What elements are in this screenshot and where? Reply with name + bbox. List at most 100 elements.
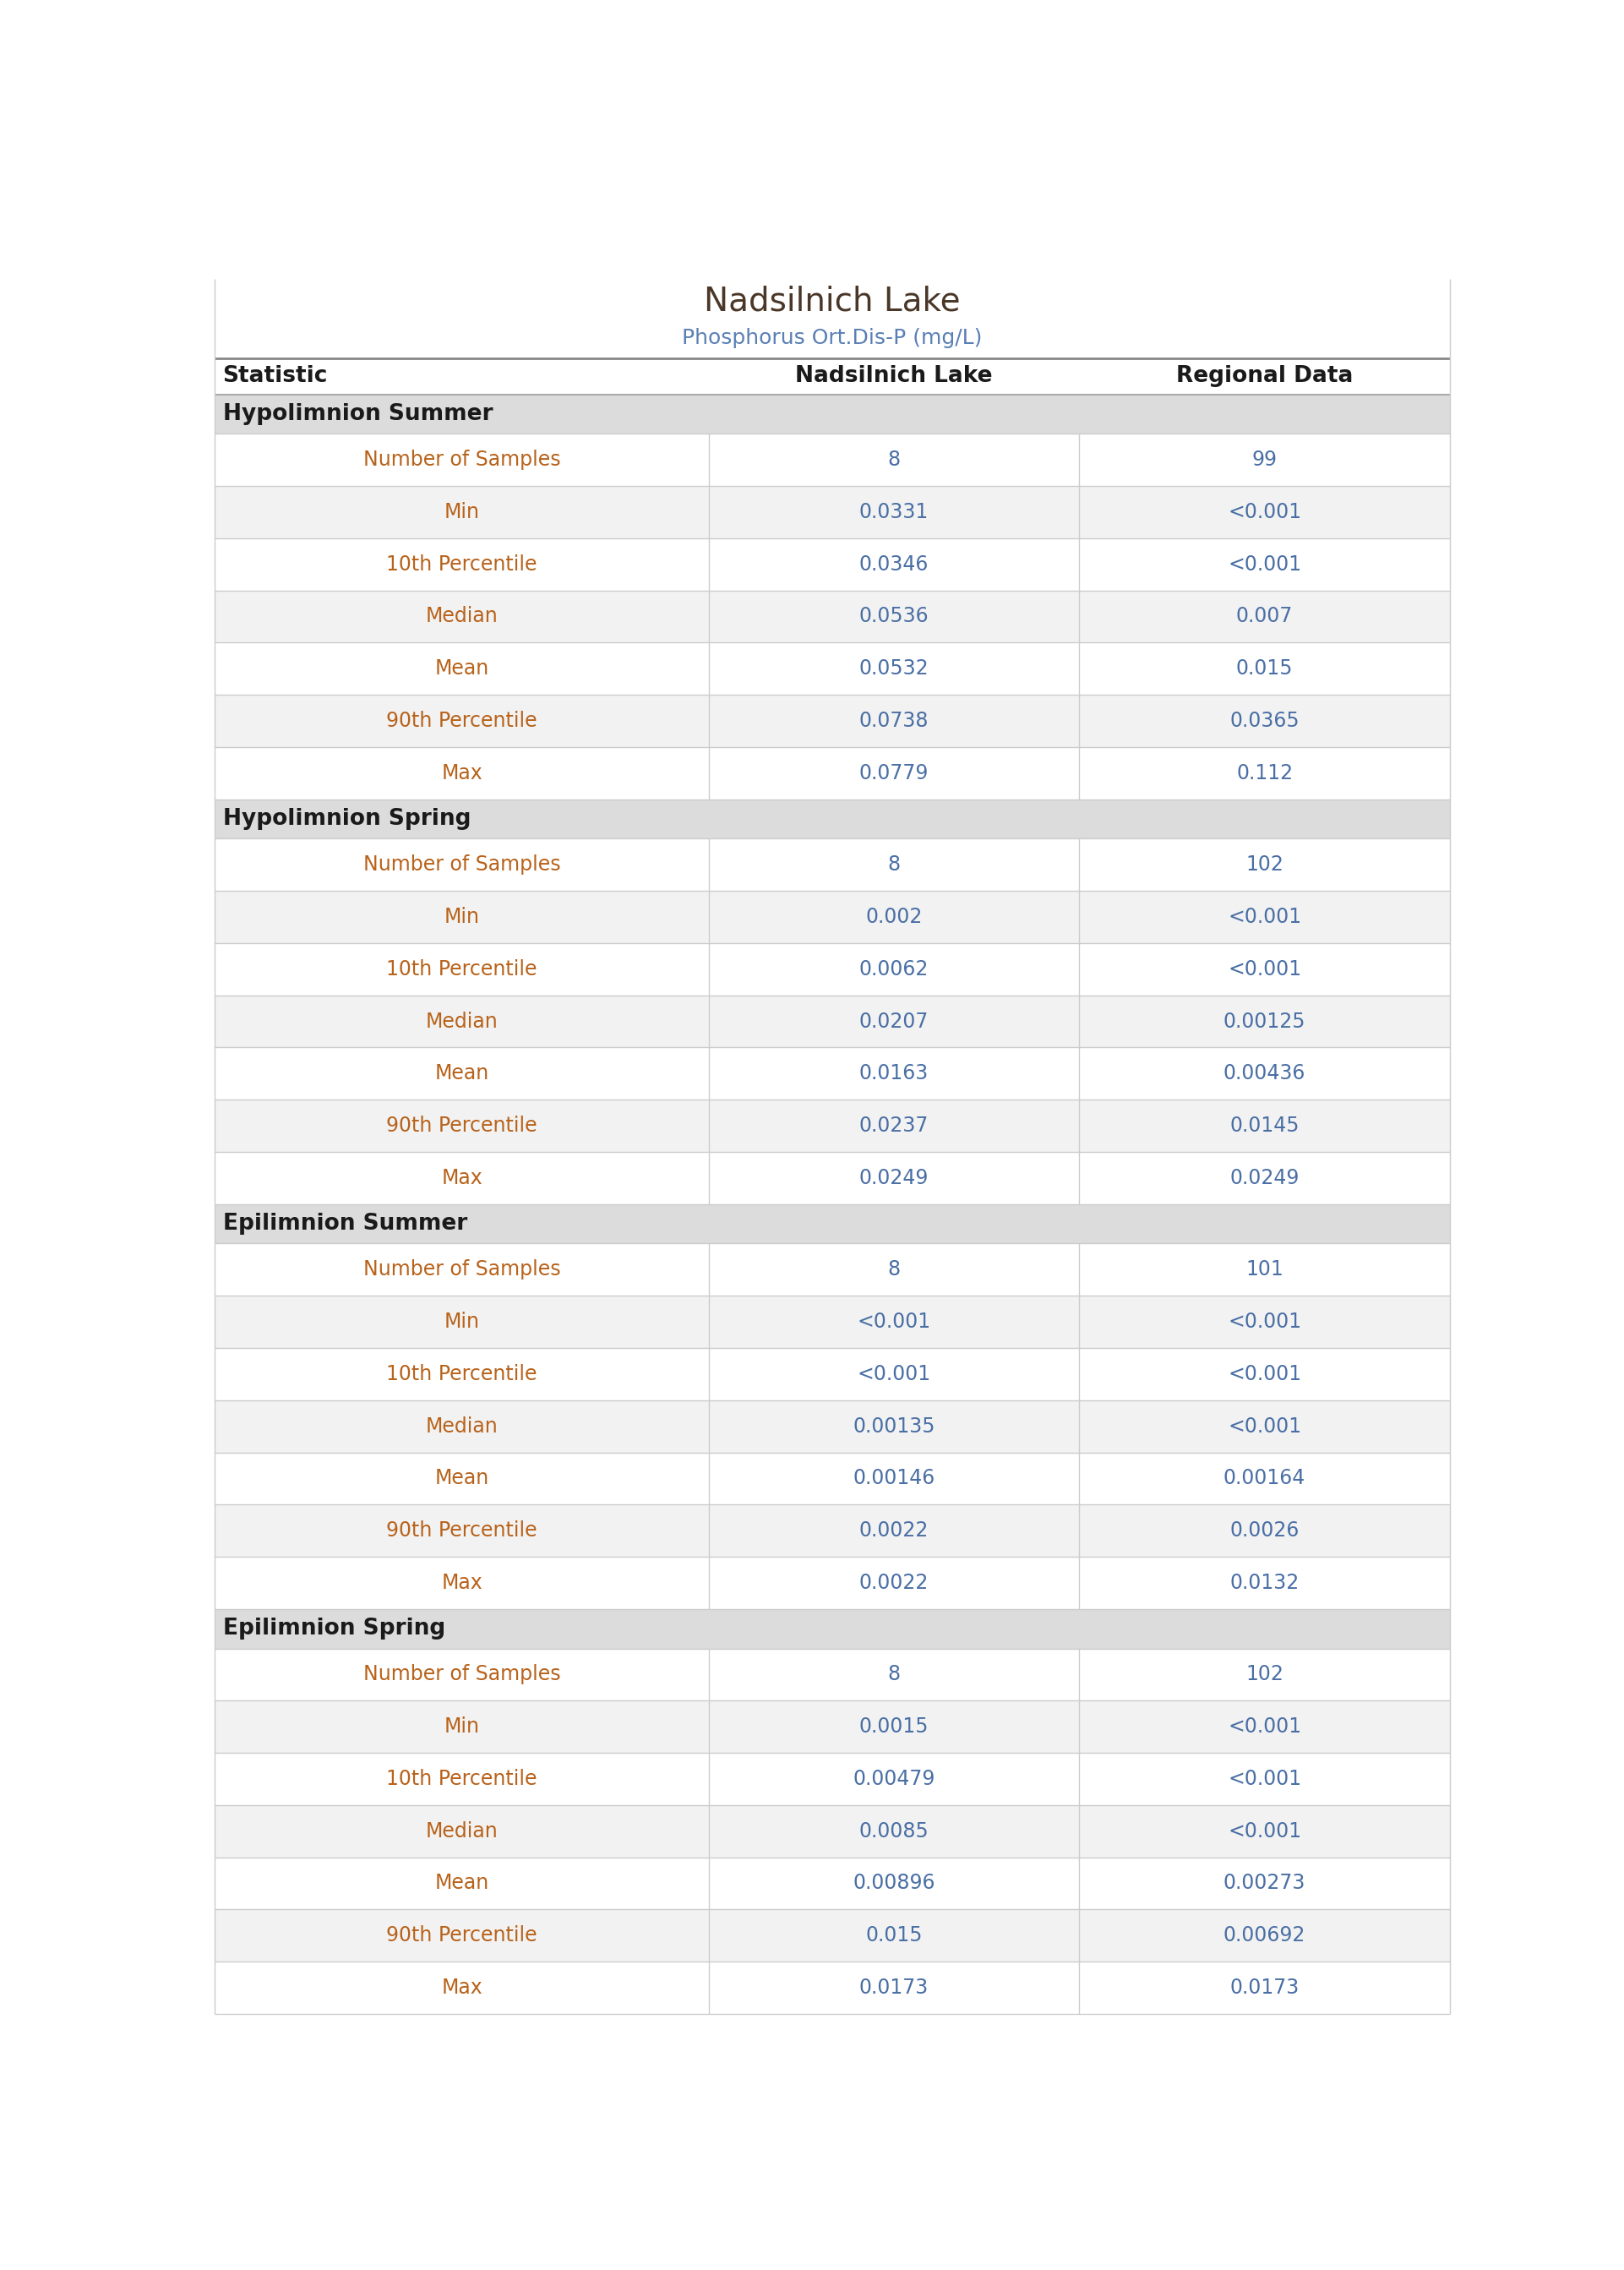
Text: 0.0779: 0.0779 bbox=[859, 763, 929, 783]
Text: Phosphorus Ort.Dis-P (mg/L): Phosphorus Ort.Dis-P (mg/L) bbox=[682, 327, 983, 347]
Text: 0.00692: 0.00692 bbox=[1223, 1925, 1306, 1945]
Text: 0.0536: 0.0536 bbox=[859, 606, 929, 627]
Text: 0.0145: 0.0145 bbox=[1229, 1115, 1299, 1135]
Text: 0.112: 0.112 bbox=[1236, 763, 1293, 783]
Bar bbox=[214, 1700, 1450, 1752]
Bar bbox=[214, 1648, 1450, 1700]
Text: <0.001: <0.001 bbox=[857, 1364, 931, 1385]
Text: 8: 8 bbox=[888, 1260, 900, 1280]
Bar bbox=[214, 1453, 1450, 1505]
Text: 102: 102 bbox=[1246, 856, 1283, 874]
Text: 0.00436: 0.00436 bbox=[1223, 1062, 1306, 1083]
Bar bbox=[214, 1099, 1450, 1151]
Bar bbox=[214, 486, 1450, 538]
Bar bbox=[214, 1244, 1450, 1296]
Bar bbox=[214, 1046, 1450, 1099]
Text: Max: Max bbox=[442, 763, 482, 783]
Text: Hypolimnion Spring: Hypolimnion Spring bbox=[222, 808, 471, 831]
Text: Median: Median bbox=[425, 1010, 499, 1031]
Text: 90th Percentile: 90th Percentile bbox=[387, 1521, 538, 1541]
Text: 0.0532: 0.0532 bbox=[859, 658, 929, 679]
Text: 0.002: 0.002 bbox=[866, 906, 922, 926]
Text: Epilimnion Spring: Epilimnion Spring bbox=[222, 1619, 445, 1639]
Text: <0.001: <0.001 bbox=[857, 1312, 931, 1332]
Bar bbox=[214, 1961, 1450, 2013]
Text: 0.00146: 0.00146 bbox=[853, 1469, 935, 1489]
Bar bbox=[214, 838, 1450, 890]
Text: <0.001: <0.001 bbox=[1228, 1768, 1301, 1789]
Bar bbox=[214, 279, 1450, 322]
Text: 8: 8 bbox=[888, 1664, 900, 1684]
Text: 0.0026: 0.0026 bbox=[1229, 1521, 1299, 1541]
Text: Min: Min bbox=[443, 1716, 479, 1737]
Text: <0.001: <0.001 bbox=[1228, 1312, 1301, 1332]
Text: Mean: Mean bbox=[435, 1873, 489, 1893]
Text: 0.0331: 0.0331 bbox=[859, 502, 929, 522]
Text: 0.0249: 0.0249 bbox=[1229, 1167, 1299, 1187]
Text: 90th Percentile: 90th Percentile bbox=[387, 711, 538, 731]
Text: Mean: Mean bbox=[435, 1469, 489, 1489]
Text: 0.015: 0.015 bbox=[1236, 658, 1293, 679]
Text: 101: 101 bbox=[1246, 1260, 1283, 1280]
Text: Epilimnion Summer: Epilimnion Summer bbox=[222, 1212, 468, 1235]
Text: 0.0022: 0.0022 bbox=[859, 1573, 929, 1594]
Bar bbox=[214, 1296, 1450, 1348]
Text: 99: 99 bbox=[1252, 449, 1276, 470]
Text: Median: Median bbox=[425, 1821, 499, 1841]
Bar bbox=[214, 395, 1450, 434]
Text: Max: Max bbox=[442, 1573, 482, 1594]
Bar bbox=[214, 1401, 1450, 1453]
Text: <0.001: <0.001 bbox=[1228, 1364, 1301, 1385]
Text: 0.0022: 0.0022 bbox=[859, 1521, 929, 1541]
Text: 10th Percentile: 10th Percentile bbox=[387, 958, 538, 978]
Bar bbox=[214, 1151, 1450, 1203]
Text: 0.00479: 0.00479 bbox=[853, 1768, 935, 1789]
Text: 10th Percentile: 10th Percentile bbox=[387, 1364, 538, 1385]
Text: Number of Samples: Number of Samples bbox=[364, 1664, 560, 1684]
Text: 0.0173: 0.0173 bbox=[1229, 1977, 1299, 1998]
Text: <0.001: <0.001 bbox=[1228, 1821, 1301, 1841]
Text: 0.0738: 0.0738 bbox=[859, 711, 929, 731]
Text: 10th Percentile: 10th Percentile bbox=[387, 1768, 538, 1789]
Text: Median: Median bbox=[425, 606, 499, 627]
Bar bbox=[214, 1505, 1450, 1557]
Text: 0.0132: 0.0132 bbox=[1229, 1573, 1299, 1594]
Text: 0.00896: 0.00896 bbox=[853, 1873, 935, 1893]
Text: 0.0085: 0.0085 bbox=[859, 1821, 929, 1841]
Bar bbox=[214, 1557, 1450, 1609]
Bar bbox=[214, 322, 1450, 354]
Text: 8: 8 bbox=[888, 856, 900, 874]
Text: 0.00125: 0.00125 bbox=[1223, 1010, 1306, 1031]
Text: Max: Max bbox=[442, 1977, 482, 1998]
Text: 0.0173: 0.0173 bbox=[859, 1977, 929, 1998]
Text: Min: Min bbox=[443, 906, 479, 926]
Bar bbox=[214, 890, 1450, 942]
Text: Mean: Mean bbox=[435, 1062, 489, 1083]
Text: <0.001: <0.001 bbox=[1228, 502, 1301, 522]
Bar bbox=[214, 538, 1450, 590]
Text: 0.0346: 0.0346 bbox=[859, 554, 929, 574]
Text: 0.00273: 0.00273 bbox=[1223, 1873, 1306, 1893]
Text: Regional Data: Regional Data bbox=[1176, 365, 1353, 388]
Text: <0.001: <0.001 bbox=[1228, 1416, 1301, 1437]
Text: 0.007: 0.007 bbox=[1236, 606, 1293, 627]
Text: Min: Min bbox=[443, 1312, 479, 1332]
Text: 8: 8 bbox=[888, 449, 900, 470]
Text: <0.001: <0.001 bbox=[1228, 1716, 1301, 1737]
Text: 0.015: 0.015 bbox=[866, 1925, 922, 1945]
Text: 0.00135: 0.00135 bbox=[853, 1416, 935, 1437]
Text: 0.0015: 0.0015 bbox=[859, 1716, 929, 1737]
Text: Min: Min bbox=[443, 502, 479, 522]
Bar bbox=[214, 1909, 1450, 1961]
Text: 90th Percentile: 90th Percentile bbox=[387, 1925, 538, 1945]
Bar bbox=[214, 359, 1450, 395]
Bar bbox=[214, 747, 1450, 799]
Text: <0.001: <0.001 bbox=[1228, 554, 1301, 574]
Bar bbox=[214, 1203, 1450, 1244]
Text: 0.0163: 0.0163 bbox=[859, 1062, 929, 1083]
Text: 0.0249: 0.0249 bbox=[859, 1167, 929, 1187]
Text: Number of Samples: Number of Samples bbox=[364, 1260, 560, 1280]
Bar bbox=[214, 799, 1450, 838]
Text: 10th Percentile: 10th Percentile bbox=[387, 554, 538, 574]
Text: Number of Samples: Number of Samples bbox=[364, 856, 560, 874]
